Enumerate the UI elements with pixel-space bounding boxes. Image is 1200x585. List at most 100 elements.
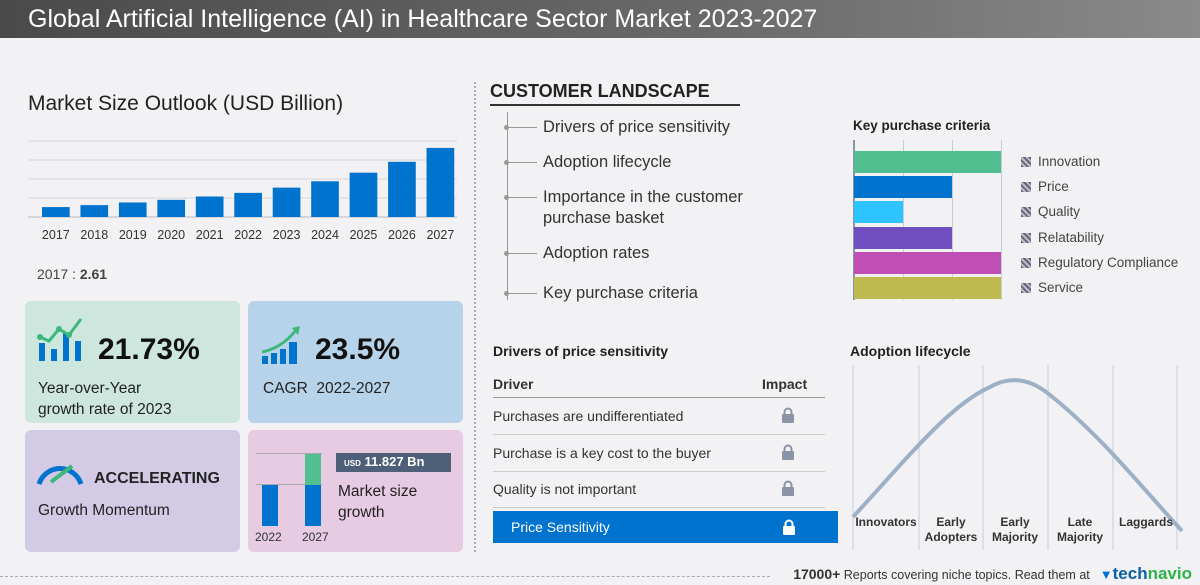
bar-2019: [118, 202, 147, 217]
bar-2025: [349, 172, 378, 217]
yoy-label: Year-over-Year growth rate of 2023: [38, 378, 172, 420]
x-tick-label: 2018: [80, 228, 108, 242]
lock-icon: [782, 480, 794, 496]
phase-label: Late Majority: [1056, 515, 1103, 544]
driver-row: Quality is not important: [493, 472, 825, 508]
market-size-heading: Market Size Outlook (USD Billion): [28, 92, 344, 115]
x-tick-label: 2022: [234, 228, 262, 242]
kpc-gridline: [1001, 140, 1002, 300]
kpc-gridline: [952, 140, 953, 300]
x-tick-label: 2020: [157, 228, 185, 242]
impact-column-header: Impact: [762, 376, 808, 392]
yoy-label-line1: Year-over-Year: [38, 380, 142, 397]
bar-2020: [157, 199, 186, 217]
base-value: 2.61: [79, 266, 108, 282]
adoption-title: Adoption lifecycle: [850, 343, 971, 359]
x-tick-label: 2023: [273, 228, 301, 242]
phase-label: Innovators: [855, 515, 917, 529]
momentum-value: ACCELERATING: [94, 470, 220, 487]
legend-swatch-icon: [1021, 257, 1031, 268]
phase-label: Early Adopters: [924, 515, 978, 544]
yoy-value: 21.73%: [98, 333, 200, 366]
speedometer-icon: [36, 464, 84, 485]
landscape-item[interactable]: Adoption rates: [504, 243, 833, 264]
legend-swatch-icon: [1021, 157, 1031, 167]
lock-icon: [783, 519, 795, 535]
kpc-legend-item: Price: [1021, 179, 1069, 194]
grid-line: [256, 453, 322, 454]
kpc-bar: [854, 201, 903, 224]
currency: USD: [344, 459, 361, 468]
page-title: Global Artificial Intelligence (AI) in H…: [0, 0, 1200, 38]
year-b: 2027: [302, 530, 329, 544]
adoption-curve: [851, 378, 1184, 533]
customer-landscape-heading: CUSTOMER LANDSCAPE: [490, 81, 710, 101]
lock-icon: [782, 407, 794, 423]
bar-2027-base: [305, 485, 321, 526]
footer: 17000+ Reports covering niche topics. Re…: [700, 564, 1192, 584]
yoy-card: 21.73% Year-over-Year growth rate of 2023: [25, 301, 240, 423]
cagr-label: CAGR 2022-2027: [263, 380, 391, 397]
kpc-bar: [854, 176, 953, 199]
momentum-label: Growth Momentum: [38, 502, 170, 519]
technavio-logo[interactable]: ▼technavio: [1100, 564, 1192, 584]
legend-swatch-icon: [1021, 182, 1031, 193]
x-tick-label: 2026: [388, 228, 416, 242]
base-year-value: 2017 : 2.61: [37, 266, 107, 282]
driver-row: Purchases are undifferentiated: [493, 399, 825, 435]
x-tick-label: 2017: [42, 228, 70, 242]
bar-2026: [388, 161, 416, 217]
year-a: 2022: [255, 530, 282, 544]
growth-chart-icon: [37, 318, 83, 361]
lock-icon: [782, 444, 794, 460]
bar-2027-growth: [305, 454, 321, 485]
phase-label: Early Majority: [991, 515, 1038, 544]
bar-2017: [42, 207, 70, 217]
landscape-item[interactable]: Drivers of price sensitivity: [504, 117, 833, 138]
kpc-legend-item: Innovation: [1021, 154, 1100, 169]
cagr-value: 23.5%: [315, 333, 401, 366]
x-tick-label: 2027: [426, 228, 454, 242]
growth-label: Market size growth: [338, 481, 417, 523]
cagr-chart-icon: [262, 326, 300, 364]
driver-row: Purchase is a key cost to the buyer: [493, 436, 825, 472]
x-tick-label: 2024: [311, 228, 339, 242]
x-tick-label: 2021: [196, 228, 224, 242]
kpc-legend-item: Quality: [1021, 204, 1080, 219]
price-sensitivity-summary: Price Sensitivity: [493, 511, 838, 543]
legend-swatch-icon: [1021, 283, 1031, 293]
drivers-title: Drivers of price sensitivity: [493, 343, 669, 359]
adoption-curve-chart: [851, 365, 1184, 550]
bar-2023: [272, 187, 301, 217]
x-tick-label: 2019: [119, 228, 147, 242]
driver-column-header: Driver: [493, 376, 534, 392]
momentum-card: ACCELERATING Growth Momentum: [25, 430, 240, 552]
growth-label-line2: growth: [338, 504, 385, 521]
separator: :: [72, 266, 76, 282]
x-tick-label: 2025: [350, 228, 378, 242]
heading-underline: [490, 104, 740, 106]
footer-text: Reports covering niche topics. Read them…: [843, 568, 1090, 582]
divider: [474, 82, 476, 552]
landscape-item[interactable]: Key purchase criteria: [504, 283, 833, 304]
bar-2018: [80, 205, 109, 217]
tree-line: [507, 112, 508, 300]
kpc-bar: [854, 251, 1001, 274]
kpc-bar: [854, 226, 953, 249]
landscape-item[interactable]: Importance in the customer purchase bask…: [504, 187, 803, 229]
kpc-gridline: [903, 140, 904, 300]
bar-2022: [262, 485, 278, 526]
yoy-label-line2: growth rate of 2023: [38, 401, 172, 418]
growth-card: 2022 2027 USD 11.827 Bn Market size growt…: [248, 430, 463, 552]
logo-mark-icon: ▼: [1099, 567, 1113, 582]
growth-value-badge: USD 11.827 Bn: [336, 453, 451, 472]
kpc-bar: [854, 277, 1001, 299]
kpc-legend-item: Regulatory Compliance: [1021, 255, 1178, 270]
kpc-legend-item: Service: [1021, 280, 1083, 295]
bar-2022: [234, 192, 262, 217]
header-divider: [493, 397, 825, 398]
growth-value: 11.827 Bn: [364, 454, 425, 469]
landscape-item[interactable]: Adoption lifecycle: [504, 152, 833, 173]
growth-label-line1: Market size: [338, 483, 418, 500]
legend-swatch-icon: [1021, 232, 1031, 243]
